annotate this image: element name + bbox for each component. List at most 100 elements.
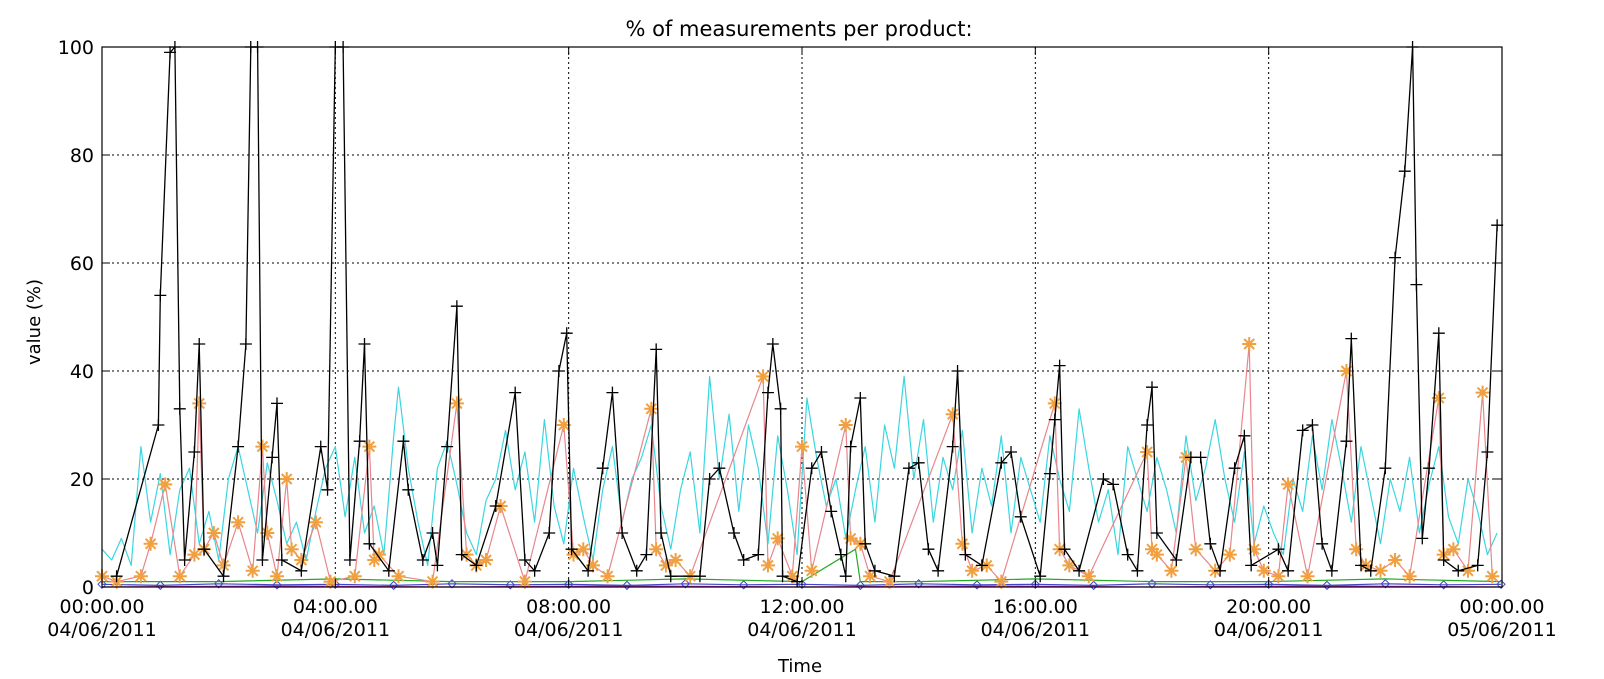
data-point-marker — [1238, 429, 1251, 442]
data-point-marker — [362, 439, 377, 454]
data-point-marker — [1296, 424, 1309, 437]
x-tick-label-time: 00:00.00 — [1460, 596, 1545, 618]
data-point-marker — [255, 439, 270, 454]
data-point-marker — [774, 402, 787, 415]
series-1 — [101, 375, 1498, 567]
data-point-marker — [217, 570, 230, 583]
data-point-marker — [1204, 537, 1217, 550]
data-point-marker — [1194, 451, 1207, 464]
data-point-marker — [272, 580, 282, 590]
series-line — [101, 375, 1498, 567]
data-point-marker — [882, 574, 897, 589]
data-point-marker — [1140, 445, 1155, 459]
data-point-marker — [279, 472, 294, 486]
data-point-marker — [1322, 580, 1332, 591]
data-point-marker — [518, 554, 531, 566]
data-point-marker — [431, 559, 444, 572]
data-point-marker — [382, 564, 395, 577]
data-point-marker — [834, 548, 847, 561]
x-tick-label-date: 04/06/2011 — [1214, 619, 1324, 641]
data-point-marker — [560, 327, 573, 340]
data-point-marker — [1380, 579, 1391, 589]
data-point-marker — [213, 579, 224, 589]
data-point-marker — [188, 446, 201, 458]
data-point-marker — [1416, 532, 1429, 545]
data-point-marker — [761, 386, 774, 399]
data-point-marker — [416, 554, 429, 566]
data-point-marker — [178, 554, 191, 566]
data-point-marker — [347, 569, 362, 584]
data-point-marker — [152, 419, 165, 431]
data-point-marker — [566, 547, 581, 562]
data-point-marker — [839, 570, 852, 583]
data-point-marker — [1423, 462, 1436, 475]
data-point-marker — [1481, 446, 1494, 458]
data-point-marker — [1475, 385, 1490, 400]
data-point-marker — [1097, 473, 1110, 485]
data-point-marker — [367, 553, 382, 567]
data-point-marker — [231, 515, 246, 530]
data-point-marker — [658, 558, 673, 573]
data-point-marker — [372, 547, 387, 562]
data-point-marker — [854, 392, 867, 404]
data-point-marker — [1121, 548, 1134, 561]
data-point-marker — [479, 553, 494, 567]
data-point-marker — [630, 564, 643, 577]
data-point-marker — [693, 570, 706, 583]
data-point-marker — [552, 365, 565, 377]
data-point-marker — [1325, 564, 1338, 577]
data-point-marker — [206, 526, 221, 540]
data-point-marker — [1340, 435, 1353, 448]
x-tick-label-date: 04/06/2011 — [281, 619, 391, 641]
data-point-marker — [1355, 559, 1368, 572]
data-point-marker — [795, 439, 809, 454]
data-point-marker — [1048, 413, 1061, 426]
data-point-marker — [1228, 462, 1241, 475]
data-point-marker — [785, 569, 800, 584]
data-point-marker — [640, 548, 653, 561]
data-point-marker — [582, 564, 595, 577]
data-point-marker — [1364, 564, 1377, 577]
data-point-marker — [1170, 554, 1183, 566]
data-point-marker — [321, 483, 334, 496]
data-point-marker — [825, 505, 838, 518]
y-tick-label: 80 — [70, 145, 94, 167]
data-point-marker — [245, 563, 260, 578]
data-point-marker — [888, 570, 901, 583]
data-point-marker — [972, 580, 982, 590]
data-point-marker — [1043, 467, 1056, 480]
data-point-marker — [622, 580, 632, 591]
data-point-marker — [1263, 579, 1274, 590]
data-point-marker — [902, 462, 915, 475]
data-point-marker — [133, 569, 148, 584]
data-point-marker — [1005, 446, 1018, 458]
data-point-marker — [797, 579, 807, 590]
data-point-marker — [528, 564, 541, 577]
data-point-marker — [155, 580, 166, 591]
x-tick-label-time: 16:00.00 — [993, 596, 1078, 618]
data-point-marker — [1306, 419, 1319, 431]
axis-layer: 02040608010000:00.0004/06/201104:00.0004… — [47, 37, 1557, 641]
data-point-marker — [270, 569, 284, 584]
data-point-marker — [1282, 564, 1295, 577]
data-point-marker — [585, 558, 600, 573]
data-point-marker — [158, 477, 173, 492]
data-point-marker — [402, 483, 415, 496]
data-point-marker — [1205, 580, 1216, 590]
data-point-marker — [517, 574, 532, 589]
y-tick-label: 60 — [70, 253, 94, 275]
data-point-marker — [1316, 537, 1329, 550]
data-point-marker — [844, 440, 857, 453]
x-tick-label-date: 04/06/2011 — [47, 619, 157, 641]
data-point-marker — [1147, 579, 1157, 589]
data-point-marker — [680, 579, 691, 589]
data-point-marker — [1410, 278, 1423, 291]
data-point-marker — [164, 46, 177, 59]
data-point-marker — [489, 500, 502, 512]
data-point-marker — [1141, 419, 1154, 431]
data-point-marker — [232, 440, 245, 453]
data-point-marker — [932, 564, 945, 577]
data-point-marker — [1446, 542, 1461, 557]
data-point-marker — [1281, 477, 1296, 492]
